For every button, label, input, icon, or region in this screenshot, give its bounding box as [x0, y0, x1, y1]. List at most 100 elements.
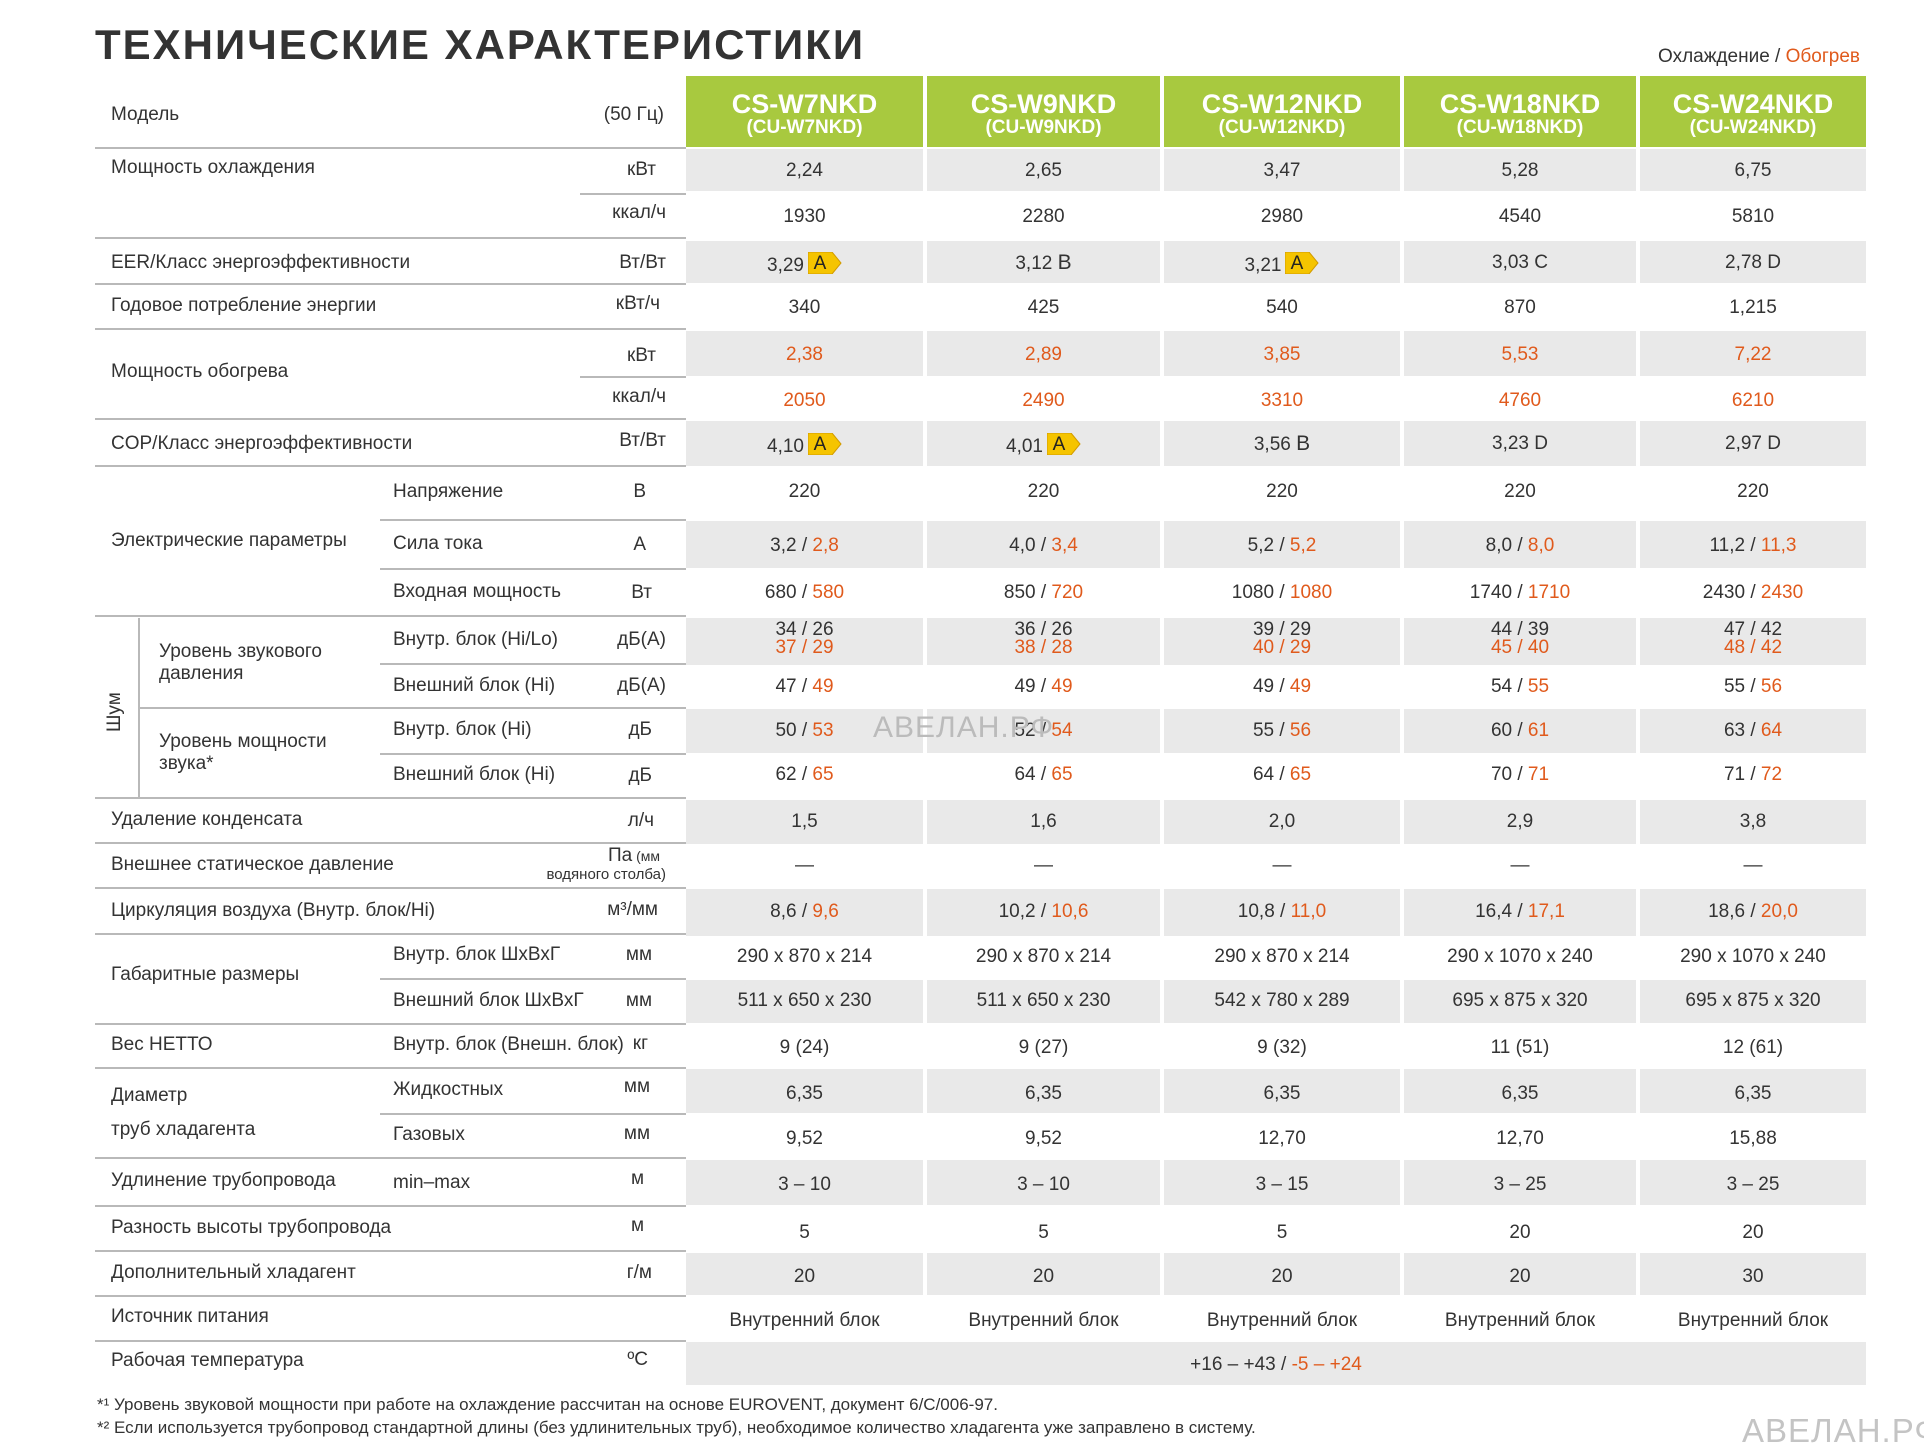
- static-cell: —: [795, 855, 814, 876]
- cooling-kw-cell: 3,47: [1263, 160, 1301, 181]
- power-cell: Внутренний блок: [1206, 1310, 1358, 1331]
- liquid-cell: 6,35: [786, 1083, 823, 1104]
- heating-kw-cell: 2,89: [1025, 344, 1062, 365]
- static-cell: —: [1510, 855, 1530, 876]
- row-band: [686, 331, 1866, 376]
- unit: кг: [632, 1033, 648, 1054]
- eer-cell: 3,03 C: [1492, 252, 1548, 273]
- input-cell: 680 / 580: [764, 582, 845, 603]
- row-label-refrig: Дополнительный хладагент: [111, 1262, 356, 1283]
- pwl-indoor-cell: 52 / 54: [1014, 720, 1073, 741]
- unit: водяного столба): [546, 866, 666, 883]
- energy-class-a-icon: A: [1046, 433, 1081, 455]
- spl-indoor-cell: 47 / 42 48 / 42: [1723, 619, 1783, 658]
- piping-cell: 3 – 25: [1493, 1174, 1547, 1195]
- row-label-height: Разность высоты трубопровода: [111, 1217, 392, 1238]
- pwl-indoor-cell: 60 / 61: [1490, 720, 1550, 741]
- row-label-dims-indoor: Внутр. блок ШхВхГ: [393, 944, 561, 965]
- gas-cell: 12,70: [1258, 1128, 1306, 1149]
- height-cell: 5: [1038, 1222, 1049, 1243]
- static-cell: —: [1034, 855, 1053, 876]
- row-label-heating: Мощность обогрева: [111, 361, 289, 382]
- unit: Па (мм: [607, 845, 660, 866]
- pwl-outdoor-cell: 64 / 65: [1252, 764, 1312, 785]
- cooling-kw-cell: 2,65: [1025, 160, 1062, 181]
- spl-outdoor-cell: 47 / 49: [775, 676, 834, 697]
- svg-text:A: A: [814, 253, 827, 274]
- model-header: CS-W18NKD (CU-W18NKD): [1404, 76, 1636, 147]
- unit: дБ: [628, 765, 652, 786]
- unit: А: [633, 534, 646, 555]
- row-label-condensate: Удаление конденсата: [111, 809, 303, 830]
- pwl-outdoor-cell: 64 / 65: [1014, 764, 1073, 785]
- spl-indoor-cell: 44 / 39 45 / 40: [1490, 619, 1550, 658]
- refrig-cell: 20: [1509, 1266, 1531, 1287]
- row-band: [686, 889, 1866, 936]
- energy-class-a-icon: A: [807, 433, 842, 455]
- pwl-indoor-cell: 50 / 53: [775, 720, 834, 741]
- energy-class-a-icon: A: [1285, 252, 1320, 274]
- piping-cell: 3 – 10: [1017, 1174, 1070, 1195]
- annual-cell: 1,215: [1729, 297, 1777, 318]
- heating-kw-cell: 7,22: [1734, 344, 1772, 365]
- row-label-temp: Рабочая температура: [111, 1350, 304, 1371]
- piping-cell: 3 – 10: [778, 1174, 831, 1195]
- row-label-gas: Газовых: [393, 1124, 465, 1145]
- row-band: [686, 800, 1866, 844]
- dims-in-cell: 290 x 1070 x 240: [1447, 946, 1593, 967]
- voltage-cell: 220: [1504, 481, 1536, 502]
- unit: мм: [625, 990, 652, 1011]
- row-band: [686, 1160, 1866, 1205]
- pwl-outdoor-cell: 71 / 72: [1723, 764, 1783, 785]
- power-cell: Внутренний блок: [1677, 1310, 1829, 1331]
- static-cell: —: [1272, 855, 1292, 876]
- eer-cell: 3,21 A: [1164, 252, 1400, 277]
- condensate-cell: 3,8: [1739, 811, 1767, 832]
- voltage-cell: 220: [1737, 481, 1769, 502]
- annual-cell: 540: [1266, 297, 1298, 318]
- unit: Вт/Вт: [619, 430, 666, 451]
- model-label: Модель: [111, 104, 180, 125]
- cooling-kcal-cell: 4540: [1498, 206, 1542, 227]
- row-label-dims: Габаритные размеры: [111, 964, 300, 985]
- voltage-cell: 220: [1266, 481, 1298, 502]
- dims-out-cell: 695 x 875 x 320: [1452, 990, 1588, 1011]
- footnote-1: *¹ Уровень звуковой мощности при работе …: [97, 1395, 998, 1414]
- airflow-cell: 10,2 / 10,6: [998, 901, 1089, 922]
- svg-text:A: A: [1053, 434, 1066, 455]
- spl-outdoor-cell: 49 / 49: [1014, 676, 1073, 697]
- unit: В: [633, 481, 646, 502]
- dims-in-cell: 290 x 870 x 214: [975, 946, 1112, 967]
- height-cell: 5: [799, 1222, 810, 1243]
- current-cell: 3,2 / 2,8: [770, 535, 839, 556]
- spl-outdoor-cell: 54 / 55: [1490, 676, 1550, 697]
- row-label-pipe: Диаметр: [111, 1085, 188, 1106]
- airflow-cell: 10,8 / 11,0: [1237, 901, 1327, 922]
- gas-cell: 15,88: [1729, 1128, 1777, 1149]
- heating-kcal-cell: 3310: [1260, 390, 1304, 411]
- eer-cell: 3,12 B: [1015, 251, 1072, 275]
- dims-in-cell: 290 x 870 x 214: [736, 946, 873, 967]
- eer-cell: 2,78 D: [1725, 252, 1781, 273]
- heating-kw-cell: 2,38: [786, 344, 823, 365]
- voltage-cell: 220: [1027, 481, 1060, 502]
- row-label-dims-outdoor: Внешний блок ШхВхГ: [393, 990, 584, 1011]
- row-band: [686, 521, 1866, 568]
- unit: мм: [625, 944, 652, 965]
- footnote-2: *² Если используется трубопровод стандар…: [97, 1418, 1256, 1437]
- unit: дБ(А): [617, 629, 666, 650]
- pwl-indoor-cell: 55 / 56: [1252, 720, 1312, 741]
- current-cell: 8,0 / 8,0: [1485, 535, 1555, 556]
- heating-kw-cell: 3,85: [1263, 344, 1301, 365]
- unit: дБ: [628, 719, 652, 740]
- row-label-electric: Электрические параметры: [111, 530, 347, 551]
- spl-indoor-cell: 36 / 26 38 / 28: [1014, 619, 1073, 658]
- dims-out-cell: 695 x 875 x 320: [1685, 990, 1821, 1011]
- unit: кВт: [626, 159, 656, 180]
- weight-cell: 11 (51): [1490, 1037, 1550, 1058]
- row-label-cooling: Мощность охлаждения: [111, 157, 315, 178]
- cooling-kcal-cell: 5810: [1731, 206, 1775, 227]
- row-band: [686, 618, 1866, 665]
- power-cell: Внутренний блок: [968, 1310, 1119, 1331]
- weight-cell: 12 (61): [1722, 1037, 1784, 1058]
